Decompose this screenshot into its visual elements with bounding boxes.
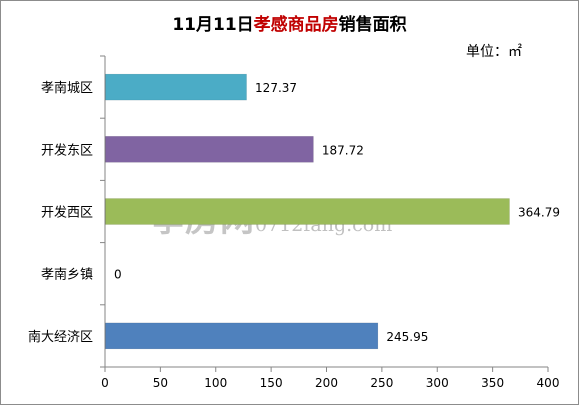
x-tick-label: 200 [315, 376, 338, 390]
bar [105, 322, 379, 350]
x-tick-label: 300 [426, 376, 449, 390]
bar [105, 136, 314, 163]
data-label: 187.72 [322, 143, 364, 157]
bar [105, 73, 247, 101]
category-label: 南大经济区 [28, 329, 93, 345]
chart-title-suffix: 销售面积 [338, 15, 407, 35]
bar [105, 198, 510, 225]
x-tick-label: 100 [204, 376, 227, 390]
data-label: 364.79 [518, 206, 560, 220]
data-label: 245.95 [386, 330, 428, 344]
x-tick-label: 0 [101, 376, 109, 390]
unit-label: 单位：㎡ [466, 44, 522, 60]
chart-title: 11月11日孝感商品房销售面积 [0, 10, 579, 35]
category-label: 孝南城区 [41, 80, 93, 96]
category-label: 开发东区 [41, 142, 93, 158]
x-tick-label: 400 [537, 376, 560, 390]
chart-title-prefix: 11月11日 [172, 15, 254, 35]
x-tick-label: 250 [370, 376, 393, 390]
x-tick-label: 350 [481, 376, 504, 390]
chart-title-highlight: 孝感商品房 [253, 15, 339, 35]
data-label: 127.37 [255, 81, 297, 95]
x-tick-label: 150 [260, 376, 283, 390]
x-tick-label: 50 [153, 376, 168, 390]
data-label: 0 [114, 268, 122, 282]
category-label: 开发西区 [41, 205, 93, 221]
category-label: 孝南乡镇 [41, 267, 93, 283]
